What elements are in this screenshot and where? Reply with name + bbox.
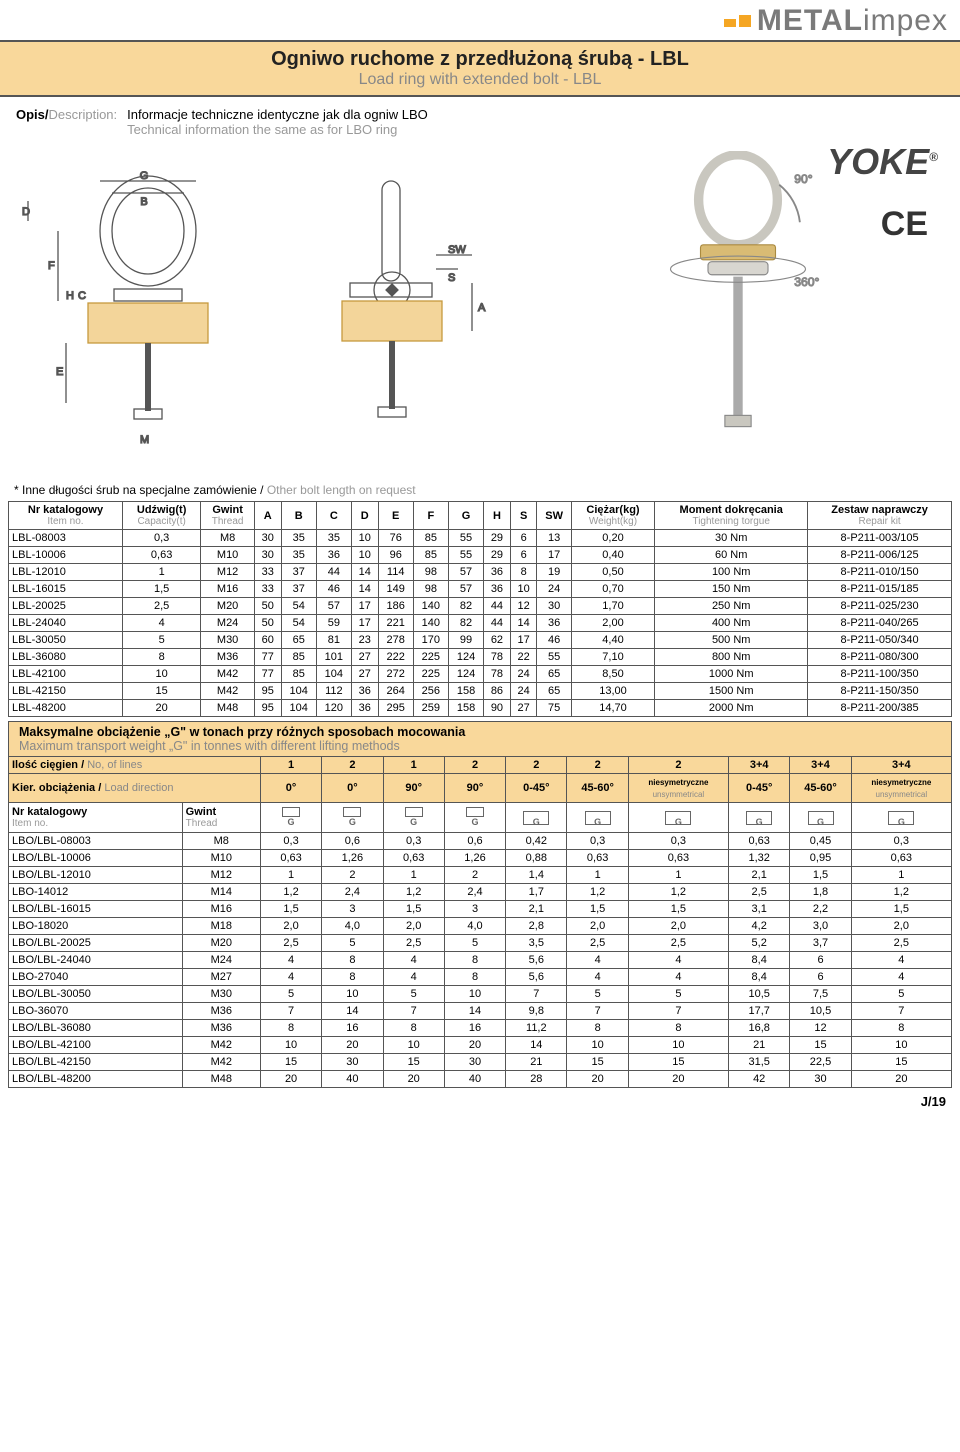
- col-header: H: [484, 502, 511, 530]
- section2-header: Maksymalne obciążenie „G" w tonach przy …: [8, 721, 952, 756]
- title-band: Ogniwo ruchome z przedłużoną śrubą - LBL…: [0, 40, 960, 97]
- table-row: LBO/LBL-42150M421530153021151531,522,515: [9, 1054, 952, 1071]
- table-row: LBL-4215015M4295104112362642561588624651…: [9, 683, 952, 700]
- svg-text:A: A: [478, 302, 486, 314]
- col-header: SW: [537, 502, 571, 530]
- brand-icon: [724, 15, 751, 27]
- page-footer: J/19: [0, 1090, 960, 1113]
- brand-header: METALimpex: [0, 0, 960, 40]
- table-row: LBO/LBL-20025M202,552,553,52,52,55,23,72…: [9, 935, 952, 952]
- brand-name: METALimpex: [757, 4, 948, 38]
- table-row: LBO/LBL-48200M4820402040282020423020: [9, 1071, 952, 1088]
- table-row: LBL-160151,5M163337461414998573610240,70…: [9, 581, 952, 598]
- table-row: LBO/LBL-36080M3681681611,28816,8128: [9, 1020, 952, 1037]
- col-header: Zestaw naprawczyRepair kit: [808, 502, 952, 530]
- icon-row: Nr katalogowyItem no.GwintThread: [9, 803, 952, 833]
- ce-mark: CE: [881, 205, 928, 244]
- svg-text:D: D: [22, 206, 30, 218]
- table-row: LBL-100060,63M1030353610968555296170,406…: [9, 547, 952, 564]
- table-row: LBO/LBL-24040M2448485,6448,464: [9, 952, 952, 969]
- diagram-front: SW S A: [272, 171, 492, 451]
- brand-a: METAL: [757, 4, 863, 37]
- svg-text:F: F: [48, 260, 55, 272]
- table-row: LBL-120101M12333744141149857368190,50100…: [9, 564, 952, 581]
- col-header: A: [254, 502, 281, 530]
- specs-table: Nr katalogowyItem no.Udźwig(t)Capacity(t…: [8, 501, 952, 717]
- loads-table: Ilość cięgien / No, of lines12122223+43+…: [8, 756, 952, 1088]
- col-header: D: [351, 502, 378, 530]
- title-pl: Ogniwo ruchome z przedłużoną śrubą - LBL: [0, 48, 960, 71]
- note-line: * Inne długości śrub na specjalne zamówi…: [0, 481, 960, 499]
- svg-text:H: H: [66, 290, 74, 302]
- table-row: LBO/LBL-10006M100,631,260,631,260,880,63…: [9, 850, 952, 867]
- svg-text:C: C: [78, 290, 86, 302]
- svg-text:E: E: [56, 366, 63, 378]
- svg-text:360°: 360°: [794, 275, 819, 289]
- col-header: F: [413, 502, 448, 530]
- table-row: LBO/LBL-16015M161,531,532,11,51,53,12,21…: [9, 901, 952, 918]
- table-row: LBO/LBL-08003M80,30,60,30,60,420,30,30,6…: [9, 833, 952, 850]
- svg-text:M: M: [140, 434, 149, 446]
- col-header: Moment dokręcaniaTightening torgue: [655, 502, 808, 530]
- table-row: LBO-36070M367147149,87717,710,57: [9, 1003, 952, 1020]
- col-header: B: [281, 502, 316, 530]
- col-header: G: [448, 502, 483, 530]
- col-header: Ciężar(kg)Weight(kg): [571, 502, 654, 530]
- table-row: LBO-27040M2748485,6448,464: [9, 969, 952, 986]
- col-header: C: [316, 502, 351, 530]
- table-row: LBO-18020M182,04,02,04,02,82,02,04,23,02…: [9, 918, 952, 935]
- table-row: LBL-300505M3060658123278170996217464,405…: [9, 632, 952, 649]
- diagram-product: 90° 360°: [648, 151, 828, 451]
- col-header: Udźwig(t)Capacity(t): [122, 502, 200, 530]
- table-row: LBL-240404M2450545917221140824414362,004…: [9, 615, 952, 632]
- svg-text:S: S: [448, 272, 455, 284]
- col-header: Nr katalogowyItem no.: [9, 502, 123, 530]
- table-row: LBO/LBL-12010M1212121,4112,11,51: [9, 867, 952, 884]
- col-header: S: [510, 502, 537, 530]
- description-row: Opis/Description: Informacje techniczne …: [0, 97, 960, 141]
- svg-text:G: G: [140, 171, 149, 182]
- title-en: Load ring with extended bolt - LBL: [0, 71, 960, 89]
- table-row: LBL-4820020M4895104120362952591589027751…: [9, 700, 952, 717]
- table-row: LBO/LBL-30050M3051051075510,57,55: [9, 986, 952, 1003]
- table-row: LBL-200252,5M2050545717186140824412301,7…: [9, 598, 952, 615]
- direction-row: Kier. obciążenia / Load direction0°0°90°…: [9, 774, 952, 803]
- svg-text:B: B: [140, 196, 147, 208]
- table-row: LBL-080030,3M830353510768555296130,2030 …: [9, 530, 952, 547]
- table-row: LBL-4210010M427785104272722251247824658,…: [9, 666, 952, 683]
- diagram-area: YOKE® CE G B D F H C E M SW: [12, 141, 948, 481]
- diagram-side: G B D F H C E M: [18, 171, 238, 451]
- svg-text:90°: 90°: [794, 172, 813, 186]
- lines-row: Ilość cięgien / No, of lines12122223+43+…: [9, 757, 952, 774]
- svg-text:SW: SW: [448, 244, 466, 256]
- col-header: E: [378, 502, 413, 530]
- brand-b: impex: [863, 4, 948, 37]
- table-row: LBL-360808M367785101272222251247822557,1…: [9, 649, 952, 666]
- col-header: GwintThread: [201, 502, 255, 530]
- table-row: LBO/LBL-42100M4210201020141010211510: [9, 1037, 952, 1054]
- desc-label: Opis/Description:: [16, 107, 117, 137]
- yoke-logo: YOKE®: [827, 141, 938, 183]
- desc-body: Informacje techniczne identyczne jak dla…: [127, 107, 428, 137]
- table-row: LBO-14012M141,22,41,22,41,71,21,22,51,81…: [9, 884, 952, 901]
